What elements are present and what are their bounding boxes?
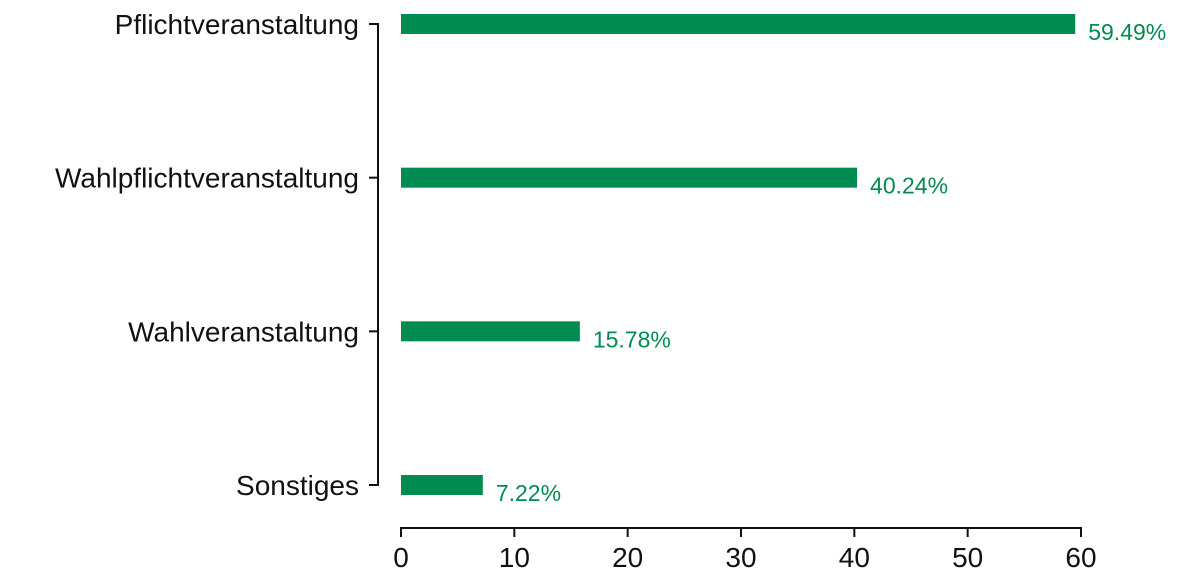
x-tick-label-60: 60 <box>1065 542 1096 573</box>
x-tick-label-40: 40 <box>839 542 870 573</box>
category-label-wahlveranstaltung: Wahlveranstaltung <box>128 316 359 347</box>
value-label-pflichtveranstaltung: 59.49% <box>1088 19 1166 45</box>
bar-wahlveranstaltung <box>401 321 580 342</box>
bar-wahlpflichtveranstaltung <box>401 167 858 188</box>
bars <box>401 14 1076 495</box>
x-axis: 0 10 20 30 40 50 60 <box>393 527 1097 573</box>
x-tick-label-50: 50 <box>952 542 983 573</box>
category-label-wahlpflichtveranstaltung: Wahlpflichtveranstaltung <box>55 163 359 194</box>
bar-pflichtveranstaltung <box>401 14 1076 34</box>
y-axis: Pflichtveranstaltung Wahlpflichtveranstal… <box>55 9 379 501</box>
value-label-wahlveranstaltung: 15.78% <box>593 326 671 352</box>
x-tick-label-10: 10 <box>499 542 530 573</box>
value-label-wahlpflichtveranstaltung: 40.24% <box>870 173 948 199</box>
category-label-sonstiges: Sonstiges <box>236 470 359 501</box>
x-tick-label-30: 30 <box>725 542 756 573</box>
x-tick-label-0: 0 <box>393 542 409 573</box>
value-labels: 59.49% 40.24% 15.78% 7.22% <box>496 19 1166 506</box>
bar-sonstiges <box>401 475 483 495</box>
category-label-pflichtveranstaltung: Pflichtveranstaltung <box>115 9 359 40</box>
x-tick-label-20: 20 <box>612 542 643 573</box>
value-label-sonstiges: 7.22% <box>496 480 561 506</box>
